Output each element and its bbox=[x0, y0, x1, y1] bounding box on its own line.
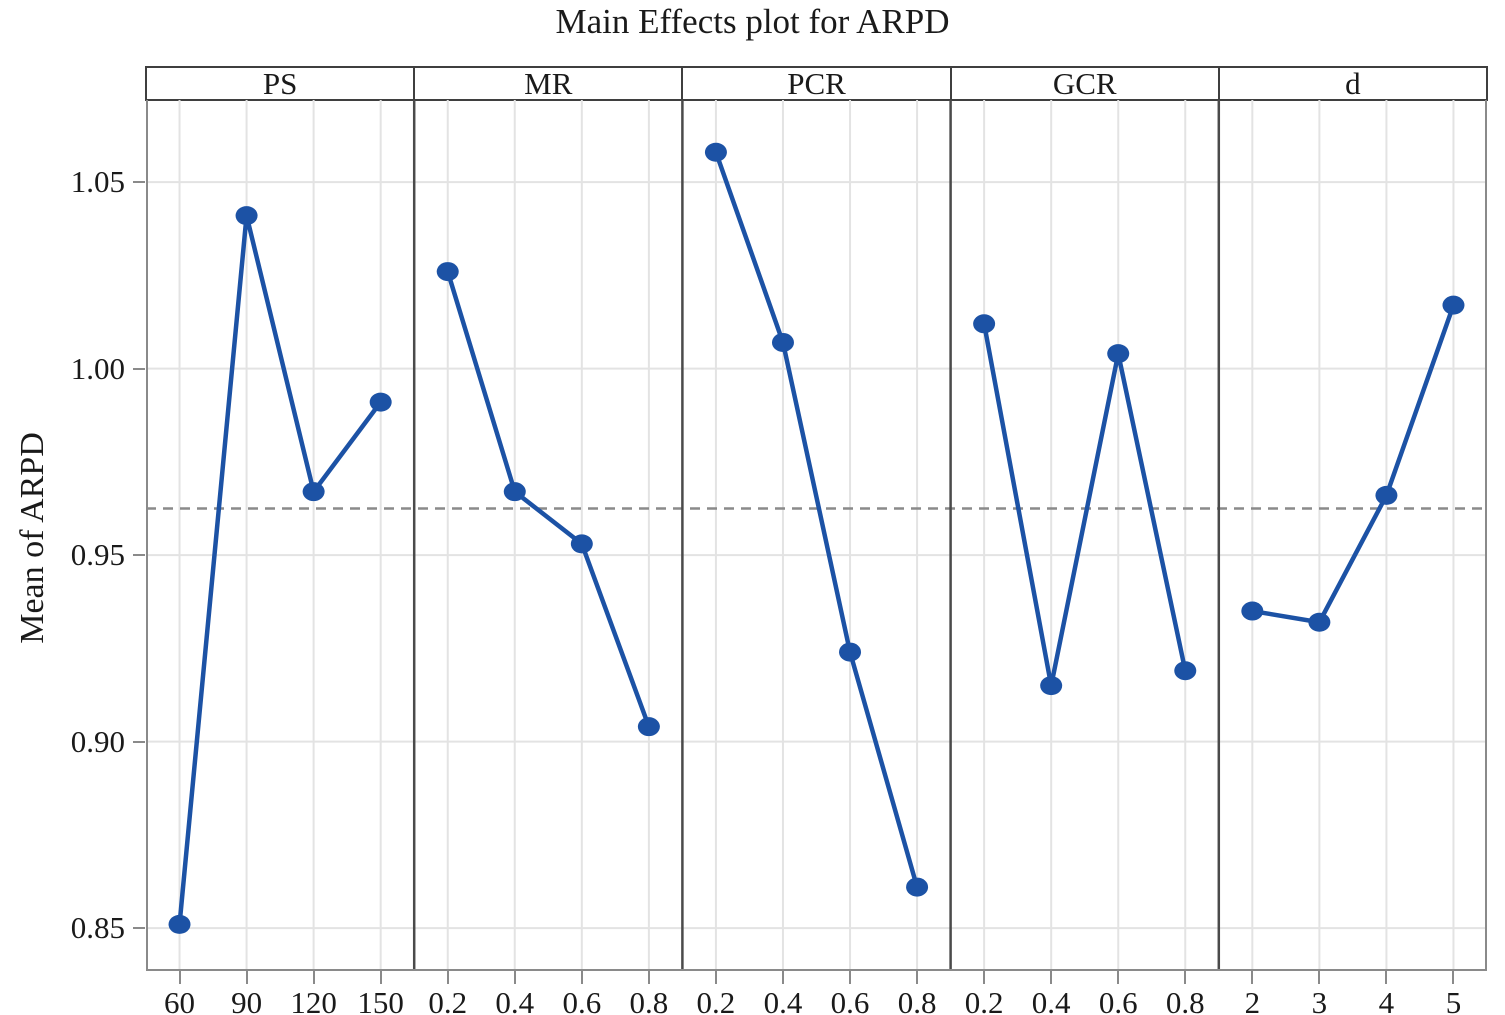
x-tick-label-MR-0.2: 0.2 bbox=[428, 985, 468, 1015]
x-tick-label-d-4: 4 bbox=[1378, 985, 1395, 1015]
x-tick-label-PCR-0.6: 0.6 bbox=[830, 985, 870, 1015]
data-point-MR-0.4 bbox=[503, 482, 526, 502]
x-tick-mark bbox=[580, 971, 583, 984]
x-tick-label-PCR-0.8: 0.8 bbox=[897, 985, 937, 1015]
plot-frame bbox=[146, 100, 1487, 971]
data-point-MR-0.6 bbox=[570, 534, 593, 554]
x-tick-label-PS-90: 90 bbox=[231, 985, 263, 1015]
x-tick-label-GCR-0.6: 0.6 bbox=[1098, 985, 1138, 1015]
y-tick-label: 1.05 bbox=[70, 164, 125, 200]
x-tick-label-MR-0.6: 0.6 bbox=[562, 985, 602, 1015]
x-tick-mark bbox=[647, 971, 650, 984]
y-tick-mark bbox=[133, 927, 145, 930]
x-tick-mark bbox=[312, 971, 315, 984]
series-line-GCR bbox=[981, 323, 1188, 687]
x-tick-label-GCR-0.4: 0.4 bbox=[1031, 985, 1071, 1015]
data-point-d-3 bbox=[1308, 612, 1331, 632]
x-tick-mark bbox=[916, 971, 919, 984]
y-tick-mark bbox=[133, 181, 145, 184]
data-point-GCR-0.6 bbox=[1107, 344, 1130, 364]
series-line-d bbox=[1251, 304, 1456, 625]
x-tick-label-PS-120: 120 bbox=[290, 985, 337, 1015]
data-point-GCR-0.2 bbox=[973, 314, 996, 334]
data-point-GCR-0.4 bbox=[1040, 676, 1063, 696]
data-point-PS-150 bbox=[369, 392, 392, 412]
panel-header-PS: PS bbox=[147, 66, 416, 101]
x-tick-mark bbox=[781, 971, 784, 984]
x-tick-mark bbox=[379, 971, 382, 984]
series-line-PS bbox=[177, 215, 383, 925]
data-point-PS-90 bbox=[235, 206, 258, 226]
x-tick-label-PCR-0.4: 0.4 bbox=[763, 985, 803, 1015]
data-point-PCR-0.4 bbox=[771, 332, 794, 352]
data-point-MR-0.8 bbox=[637, 717, 660, 737]
x-tick-label-PS-60: 60 bbox=[164, 985, 196, 1015]
x-tick-mark bbox=[446, 971, 449, 984]
x-tick-mark bbox=[513, 971, 516, 984]
x-tick-label-PS-150: 150 bbox=[357, 985, 404, 1015]
panel-header-PCR: PCR bbox=[683, 66, 952, 101]
x-tick-label-GCR-0.2: 0.2 bbox=[964, 985, 1004, 1015]
data-point-d-4 bbox=[1375, 485, 1398, 505]
x-tick-label-d-2: 2 bbox=[1244, 985, 1261, 1015]
x-tick-mark bbox=[1452, 971, 1455, 984]
x-tick-label-d-5: 5 bbox=[1445, 985, 1462, 1015]
x-tick-mark bbox=[1318, 971, 1321, 984]
x-tick-label-PCR-0.2: 0.2 bbox=[696, 985, 736, 1015]
x-tick-mark bbox=[1251, 971, 1254, 984]
y-tick-mark bbox=[133, 367, 145, 370]
x-tick-mark bbox=[714, 971, 717, 984]
y-tick-mark bbox=[133, 740, 145, 743]
x-tick-mark bbox=[983, 971, 986, 984]
data-point-MR-0.2 bbox=[436, 262, 459, 282]
panel-header-d: d bbox=[1345, 65, 1361, 101]
data-point-d-5 bbox=[1442, 295, 1465, 315]
series-line-PCR bbox=[713, 151, 920, 888]
data-point-PCR-0.6 bbox=[839, 642, 862, 662]
data-point-PCR-0.8 bbox=[906, 877, 929, 897]
chart-title: Main Effects plot for ARPD bbox=[555, 2, 950, 41]
panel-header-MR: MR bbox=[415, 66, 684, 101]
y-tick-label: 0.95 bbox=[70, 537, 125, 573]
x-tick-mark bbox=[849, 971, 852, 984]
x-tick-label-MR-0.8: 0.8 bbox=[629, 985, 669, 1015]
data-point-PCR-0.2 bbox=[704, 142, 727, 162]
x-tick-mark bbox=[1117, 971, 1120, 984]
y-axis-title: Mean of ARPD bbox=[14, 432, 51, 644]
data-point-GCR-0.8 bbox=[1174, 661, 1197, 681]
y-tick-label: 0.85 bbox=[70, 910, 125, 946]
y-tick-label: 1.00 bbox=[70, 350, 125, 386]
x-tick-mark bbox=[1385, 971, 1388, 984]
y-tick-mark bbox=[133, 554, 145, 557]
series-line-MR bbox=[445, 270, 651, 728]
plot-area bbox=[146, 100, 1487, 971]
x-tick-label-MR-0.4: 0.4 bbox=[495, 985, 535, 1015]
panel-header-GCR: GCR bbox=[952, 66, 1220, 101]
x-tick-label-GCR-0.8: 0.8 bbox=[1165, 985, 1205, 1015]
panel-header-band: PS MR PCR GCR d bbox=[145, 66, 1488, 101]
x-tick-mark bbox=[1050, 971, 1053, 984]
x-tick-mark bbox=[245, 971, 248, 984]
data-point-PS-60 bbox=[168, 914, 191, 934]
x-tick-mark bbox=[1184, 971, 1187, 984]
x-tick-mark bbox=[178, 971, 181, 984]
data-point-PS-120 bbox=[302, 482, 325, 502]
y-tick-label: 0.90 bbox=[70, 723, 125, 759]
data-point-d-2 bbox=[1241, 601, 1264, 621]
x-tick-label-d-3: 3 bbox=[1311, 985, 1328, 1015]
